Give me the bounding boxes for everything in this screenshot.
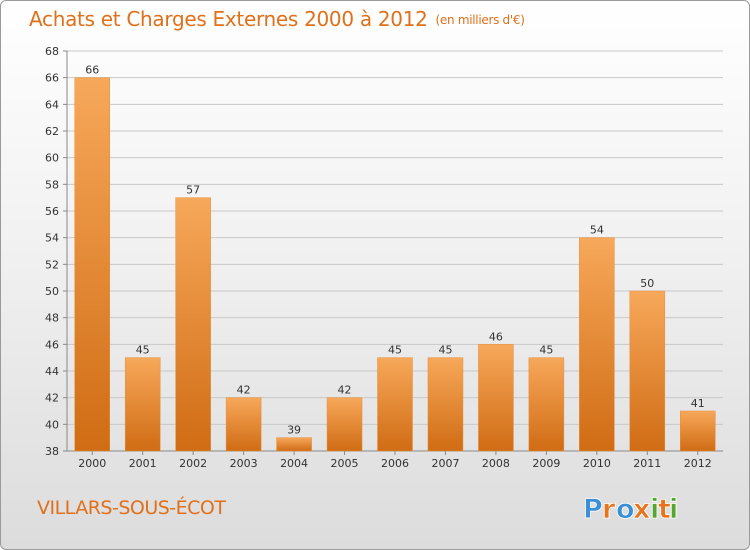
x-tick-label-2008: 2008 [482, 457, 510, 470]
y-tick-label: 46 [45, 338, 59, 351]
y-tick-label: 38 [45, 445, 59, 458]
place-name: VILLARS-SOUS-ÉCOT [37, 497, 226, 519]
value-label-2002: 57 [186, 184, 200, 197]
y-tick-label: 42 [45, 392, 59, 405]
logo-letter: t [658, 494, 671, 525]
value-label-2008: 46 [489, 330, 503, 343]
bar-2005 [326, 397, 363, 452]
value-label-2011: 50 [640, 277, 654, 290]
tick-labels: 38 40 42 44 46 48 50 52 54 56 58 60 62 64 66 68 2000 2001… [45, 45, 712, 470]
chart-unit: (en milliers d'€) [435, 13, 525, 27]
x-tick-label-2005: 2005 [331, 457, 359, 470]
value-label-2010: 54 [590, 224, 604, 237]
logo-letter: i [669, 494, 678, 525]
bar-2003 [225, 397, 262, 452]
x-tick-label-2000: 2000 [78, 457, 106, 470]
value-label-2009: 45 [539, 344, 553, 357]
y-tick-label: 62 [45, 125, 59, 138]
bar-2009 [528, 357, 565, 452]
y-tick-label: 48 [45, 312, 59, 325]
y-tick-label: 54 [45, 232, 59, 245]
bar-2010 [579, 237, 615, 452]
value-labels: 66 45 57 42 39 42 45 45 46 45 54 50 41 [85, 64, 705, 437]
bar-2002 [175, 197, 211, 452]
x-tick-label-2003: 2003 [230, 457, 258, 470]
y-tick-label: 56 [45, 205, 59, 218]
x-tick-label-2004: 2004 [280, 457, 308, 470]
y-tick-label: 50 [45, 285, 59, 298]
value-label-2012: 41 [691, 397, 705, 410]
logo-letter: r [602, 494, 616, 525]
chart-title: Achats et Charges Externes 2000 à 2012 (e… [29, 7, 525, 31]
value-label-2005: 42 [338, 384, 352, 397]
y-tick-label: 58 [45, 178, 59, 191]
value-label-2000: 66 [85, 64, 99, 77]
bar-2007 [427, 357, 464, 452]
logo-letter: o [616, 494, 635, 525]
x-tick-label-2010: 2010 [583, 457, 611, 470]
y-tick-label: 52 [45, 258, 59, 271]
bar-2000 [74, 77, 110, 452]
bar-2004 [276, 437, 312, 452]
x-tick-label-2012: 2012 [684, 457, 712, 470]
value-label-2006: 45 [388, 344, 402, 357]
value-label-2001: 45 [136, 344, 150, 357]
x-tick-label-2001: 2001 [129, 457, 157, 470]
value-label-2004: 39 [287, 424, 301, 437]
bar-2006 [377, 357, 413, 452]
x-tick-label-2011: 2011 [633, 457, 661, 470]
value-label-2007: 45 [438, 344, 452, 357]
bar-2001 [124, 357, 161, 452]
logo-letter: x [633, 494, 650, 525]
chart-title-text: Achats et Charges Externes 2000 à 2012 [29, 7, 428, 31]
bar-2012 [680, 410, 716, 452]
y-tick-label: 44 [45, 365, 59, 378]
logo-letter: i [650, 494, 659, 525]
logo-letter: P [583, 494, 603, 525]
y-tick-label: 66 [45, 72, 59, 85]
bars [74, 77, 716, 452]
x-tick-label-2009: 2009 [532, 457, 560, 470]
value-label-2003: 42 [237, 384, 251, 397]
x-tick-label-2006: 2006 [381, 457, 409, 470]
bar-2011 [629, 290, 666, 452]
y-tick-label: 60 [45, 152, 59, 165]
y-tick-label: 64 [45, 98, 59, 111]
x-tick-label-2007: 2007 [431, 457, 459, 470]
y-tick-label: 68 [45, 45, 59, 58]
x-tick-label-2002: 2002 [179, 457, 207, 470]
bar-2008 [478, 344, 514, 452]
y-tick-label: 40 [45, 418, 59, 431]
